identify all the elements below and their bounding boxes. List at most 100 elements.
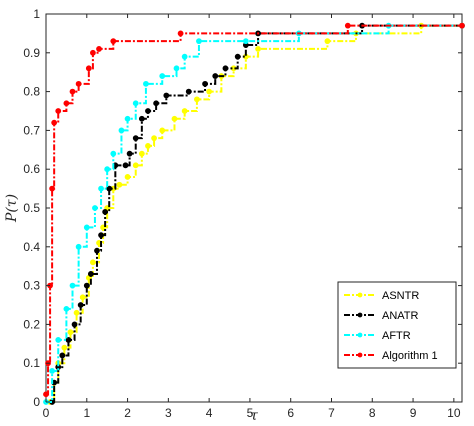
legend-marker: [357, 312, 363, 318]
x-tick-label: 3: [165, 406, 172, 420]
y-tick-label: 0.9: [23, 46, 40, 60]
data-point: [234, 53, 241, 60]
data-point: [222, 65, 229, 72]
data-point: [132, 100, 139, 107]
data-point: [83, 224, 90, 231]
data-point: [75, 243, 82, 250]
data-point: [55, 337, 62, 343]
legend-item: ANATR: [344, 310, 419, 322]
data-point: [124, 115, 131, 122]
x-axis-label: τ: [250, 408, 258, 424]
data-point: [181, 53, 188, 60]
data-point: [63, 100, 70, 107]
data-point: [102, 208, 109, 215]
x-tick-label: 0: [43, 406, 50, 420]
data-point: [87, 271, 94, 277]
data-point: [92, 205, 98, 211]
data-point: [153, 100, 160, 107]
data-point: [196, 38, 202, 45]
legend-label: ANATR: [382, 310, 419, 322]
x-tick-label: 5: [247, 406, 254, 420]
x-tick-label: 7: [328, 406, 335, 420]
data-point: [75, 80, 82, 87]
y-tick-label: 0.4: [23, 240, 40, 254]
data-point: [77, 302, 84, 308]
data-point: [104, 166, 111, 173]
data-point: [110, 38, 117, 45]
series-aftr: [43, 22, 465, 405]
x-tick-label: 9: [410, 406, 417, 420]
series-line: [46, 24, 462, 396]
y-tick-label: 0.6: [23, 162, 40, 176]
data-point: [59, 352, 66, 359]
data-point: [90, 49, 96, 56]
legend-label: ASNTR: [382, 290, 419, 302]
data-point: [163, 92, 170, 99]
y-axis-label: P(τ): [4, 194, 20, 223]
legend-marker: [357, 352, 363, 358]
data-point: [185, 88, 192, 95]
data-point: [255, 46, 261, 52]
data-point: [98, 232, 104, 239]
data-point: [132, 135, 139, 142]
data-point: [145, 143, 151, 149]
data-point: [94, 247, 100, 254]
data-point: [65, 337, 72, 343]
y-tick-label: 0.3: [23, 279, 40, 293]
data-point: [177, 30, 184, 37]
data-point: [83, 282, 90, 289]
data-point: [159, 127, 166, 134]
legend-marker: [357, 332, 363, 338]
data-point: [61, 344, 68, 351]
data-point: [43, 391, 49, 398]
series-algorithm-1: [43, 22, 465, 398]
data-point: [49, 185, 56, 192]
data-point: [71, 321, 78, 328]
x-tick-label: 1: [83, 406, 90, 420]
data-point: [181, 108, 188, 114]
data-point: [202, 80, 208, 87]
x-tick-label: 4: [206, 406, 213, 420]
legend-item: ASNTR: [344, 290, 419, 302]
x-axis: 0 1 2 3 4 5 6 7 8 9 10: [43, 14, 461, 420]
legend-item: Algorithm 1: [344, 350, 438, 362]
data-point: [124, 174, 131, 180]
data-point: [90, 259, 96, 266]
data-point: [151, 135, 157, 142]
x-tick-label: 10: [447, 406, 461, 420]
x-tick-label: 8: [369, 406, 376, 420]
data-point: [110, 150, 117, 157]
data-point: [96, 46, 102, 52]
legend-box: [337, 281, 457, 369]
y-tick-label: 1: [33, 7, 40, 21]
legend: ASNTR ANATR AFTR Algorithm 1: [337, 281, 457, 369]
data-point: [69, 282, 76, 289]
data-point: [143, 80, 149, 87]
y-tick-label: 0.5: [23, 201, 40, 215]
y-axis: 0 0.1 0.2 0.3 0.4 0.5 0.6 0.7 0.8 0.9 1: [23, 7, 462, 409]
data-point: [73, 309, 80, 316]
data-point: [51, 119, 58, 126]
data-point: [106, 185, 113, 192]
data-point: [171, 115, 178, 122]
y-tick-label: 0: [33, 395, 40, 409]
y-tick-label: 0.8: [23, 85, 40, 99]
data-point: [145, 108, 151, 114]
data-point: [212, 73, 219, 79]
data-point: [242, 38, 249, 45]
x-tick-label: 6: [287, 406, 294, 420]
data-point: [206, 88, 213, 95]
data-point: [122, 162, 129, 169]
x-tick-label: 2: [124, 406, 131, 420]
data-point: [138, 150, 145, 157]
data-point: [459, 22, 465, 29]
legend-marker: [357, 292, 363, 298]
data-point: [194, 96, 200, 103]
legend-label: Algorithm 1: [382, 350, 438, 362]
data-point: [132, 162, 139, 169]
y-tick-label: 0.2: [23, 317, 40, 331]
legend-item: AFTR: [344, 330, 411, 342]
legend-label: AFTR: [382, 330, 411, 342]
y-tick-label: 0.7: [23, 123, 40, 137]
